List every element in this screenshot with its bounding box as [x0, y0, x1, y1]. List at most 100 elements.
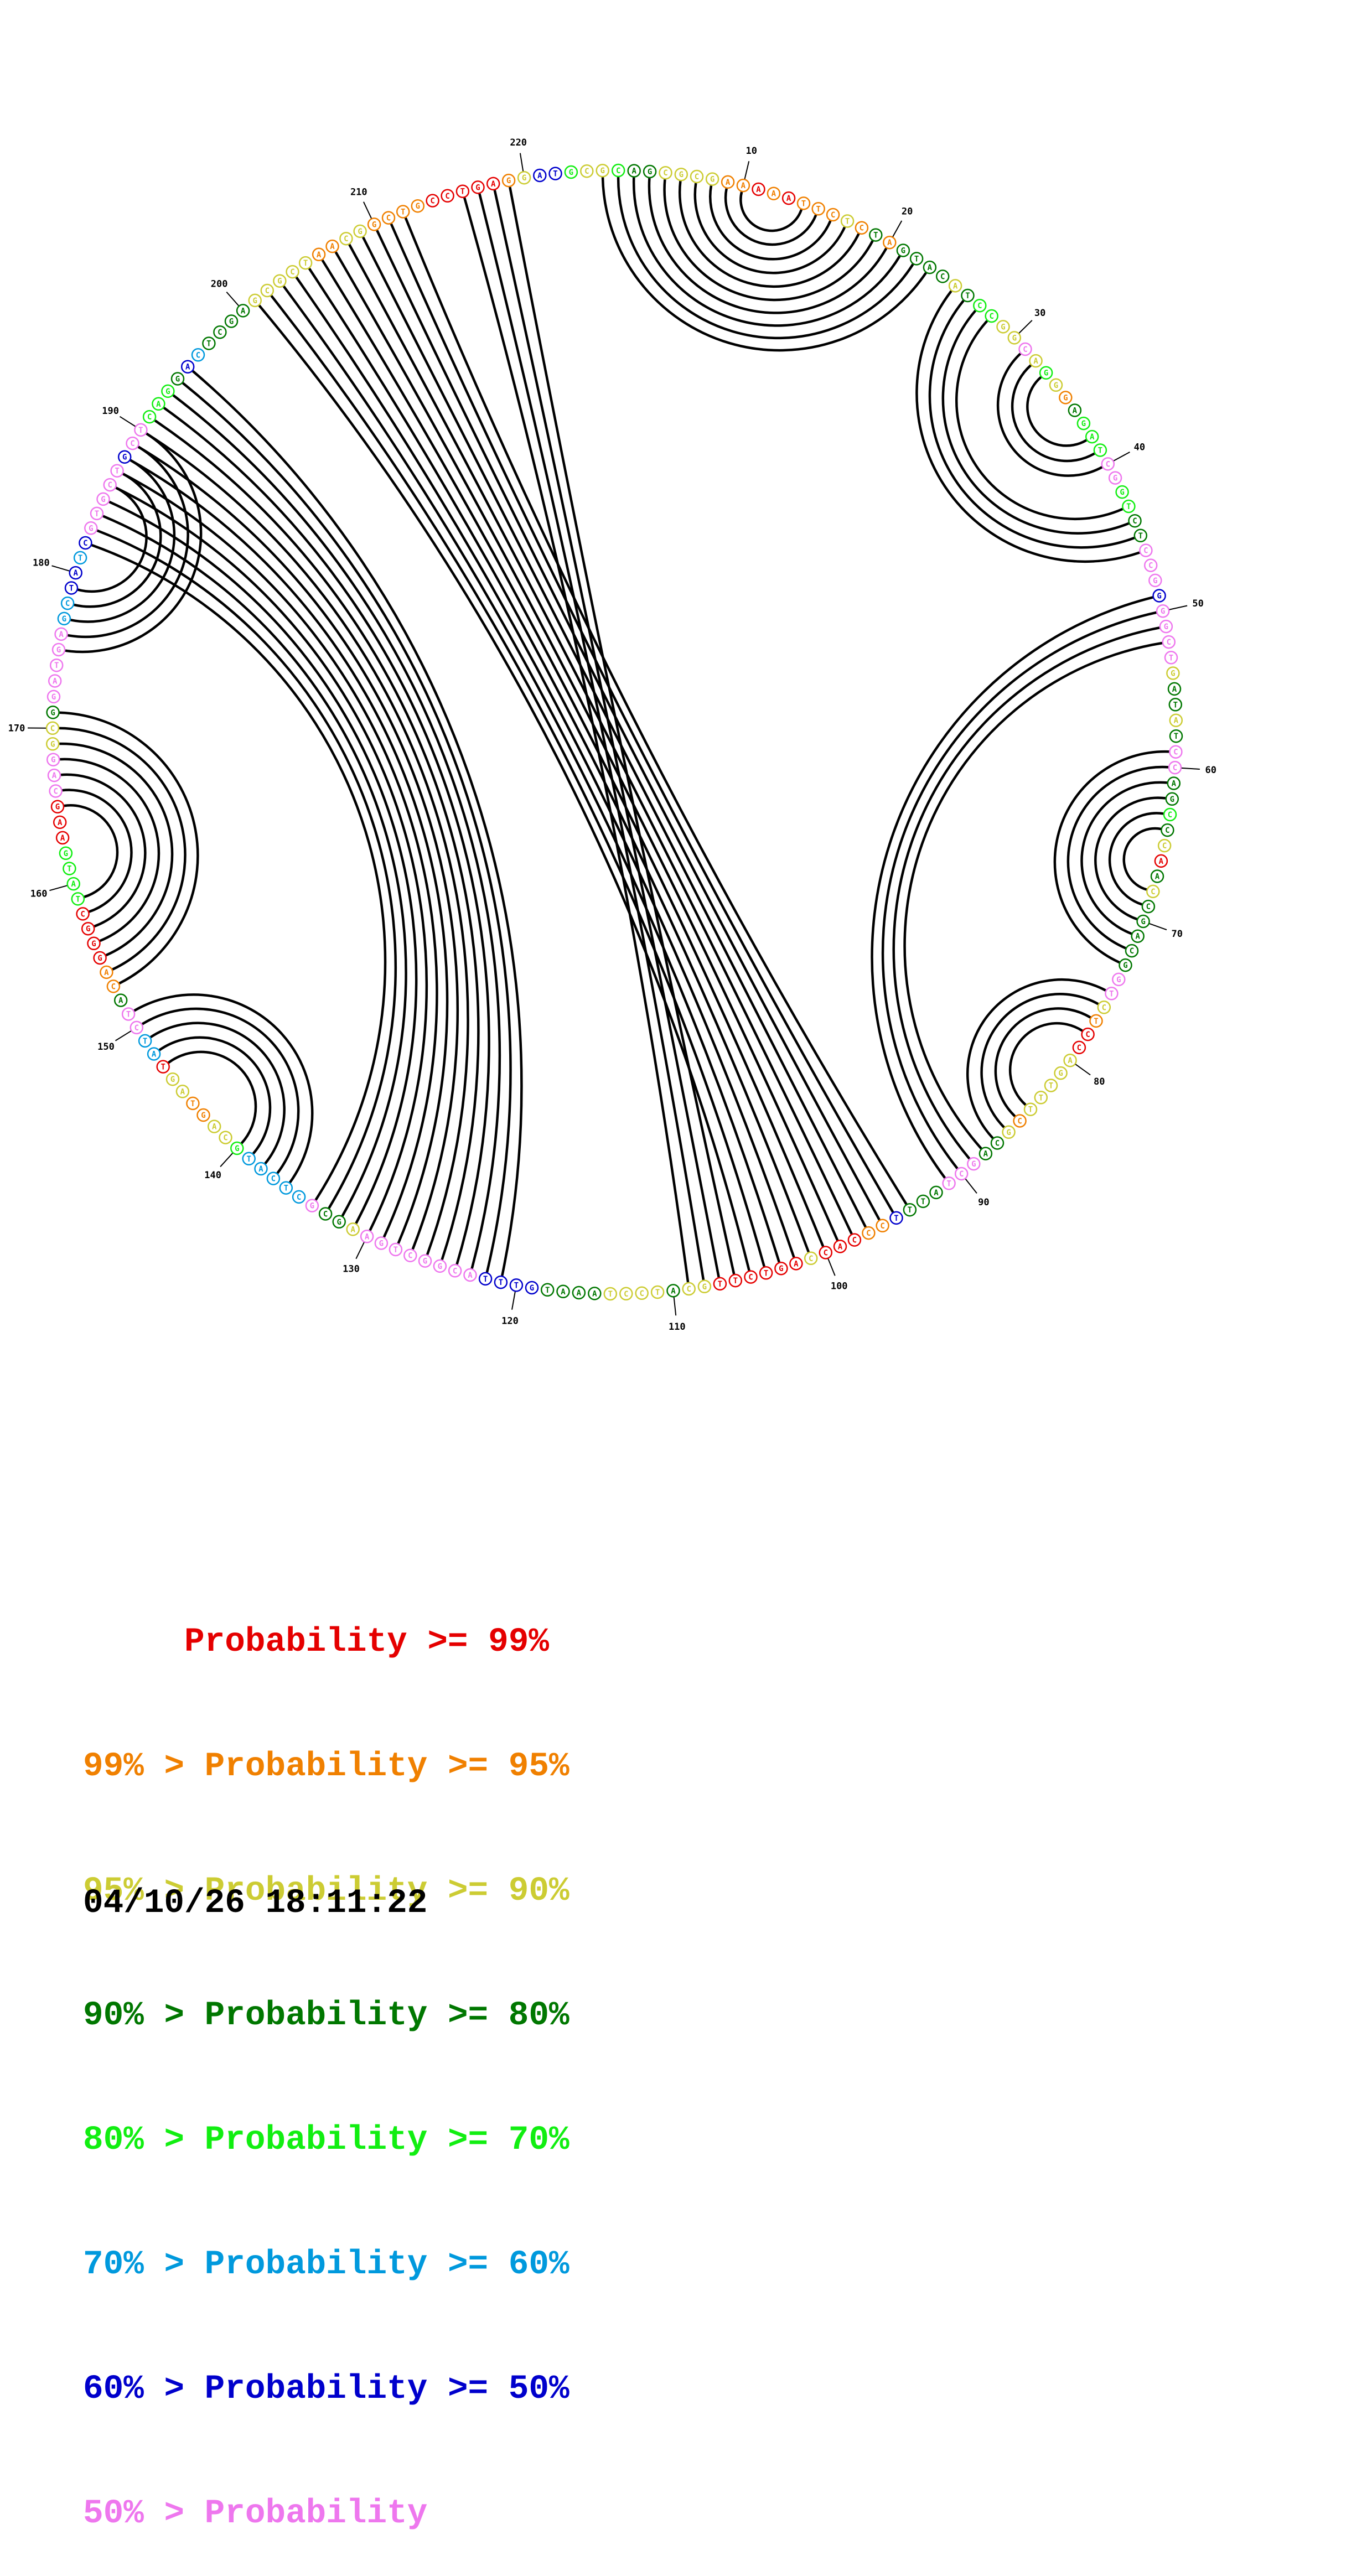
nucleotide-letter: C [1077, 1044, 1081, 1053]
nucleotide-letter: T [1169, 654, 1173, 662]
nucleotide: A [930, 1186, 943, 1199]
nucleotide-letter: T [1109, 989, 1114, 998]
nucleotide: C [636, 1287, 648, 1299]
nucleotide-letter: C [1151, 888, 1155, 896]
position-label: 210 [350, 187, 367, 198]
nucleotide-letter: C [107, 481, 112, 490]
nucleotide: G [333, 1216, 345, 1228]
nucleotide: C [1161, 824, 1173, 836]
nucleotide: A [313, 248, 325, 261]
nucleotide: G [85, 522, 97, 534]
nucleotide-letter: A [365, 1232, 370, 1241]
nucleotide: G [47, 754, 59, 766]
nucleotide-letter: G [1161, 607, 1165, 616]
nucleotide: G [1008, 331, 1021, 344]
legend-prefix: 70% [83, 2246, 144, 2284]
nucleotide-letter: G [1058, 1069, 1063, 1078]
nucleotide: G [1166, 793, 1178, 805]
nucleotide: G [675, 168, 687, 180]
position-tick [116, 1031, 131, 1040]
nucleotide-letter: C [1017, 1117, 1022, 1126]
nucleotide-letter: A [350, 1225, 355, 1234]
nucleotide-letter: T [545, 1286, 550, 1295]
nucleotide: G [58, 613, 70, 625]
nucleotide: T [714, 1278, 726, 1290]
nucleotide-letter: C [1132, 517, 1137, 526]
nucleotide-letter: G [1063, 393, 1068, 402]
nucleotide: G [1059, 391, 1071, 403]
nucleotide-letter: T [126, 1010, 131, 1019]
nucleotide: T [1122, 500, 1135, 512]
nucleotide-letter: G [336, 1218, 341, 1227]
nucleotide-letter: G [229, 318, 234, 326]
nucleotide-letter: A [185, 363, 190, 372]
nucleotide-letter: T [499, 1278, 503, 1287]
nucleotide-letter: A [60, 834, 65, 843]
nucleotide: C [79, 537, 91, 549]
nucleotide-letter: A [156, 400, 161, 409]
legend-prefix: 90% [83, 1997, 144, 2035]
nucleotide: A [152, 398, 164, 410]
nucleotide-letter: C [430, 197, 434, 206]
nucleotide: T [1024, 1103, 1037, 1116]
nucleotide: A [1132, 930, 1144, 942]
nucleotide: A [148, 1048, 160, 1060]
nucleotide-letter: T [764, 1269, 768, 1278]
nucleotide-letter: T [801, 199, 806, 208]
nucleotide-letter: A [1174, 717, 1179, 725]
nucleotide-letter: C [386, 214, 391, 223]
nucleotide: C [404, 1250, 416, 1262]
nucleotide: A [115, 994, 127, 1007]
nucleotide-letter: A [118, 997, 123, 1005]
nucleotide-letter: C [65, 599, 70, 608]
base-pair-arc [63, 790, 132, 912]
nucleotide-letter: C [323, 1210, 328, 1219]
nucleotide-letter: T [54, 661, 59, 670]
nucleotide: C [1019, 343, 1032, 355]
nucleotide-letter: G [170, 1075, 175, 1084]
base-pair-arc [363, 237, 866, 1227]
nucleotide: T [812, 203, 825, 215]
nucleotide: G [1149, 574, 1161, 587]
nucleotide-letter: G [122, 453, 127, 462]
legend-word: Probability [205, 1997, 428, 2035]
position-tick [1114, 452, 1130, 461]
nucleotide: C [820, 1247, 832, 1259]
nucleotide-letter: C [134, 1024, 139, 1033]
nucleotide-letter: A [592, 1289, 597, 1298]
nucleotide-letter: A [73, 569, 78, 578]
nucleotide-letter: A [741, 182, 746, 190]
nucleotide-letter: G [51, 693, 56, 702]
nucleotide: C [107, 980, 120, 992]
nucleotide-letter: G [64, 849, 68, 858]
nucleotide: A [790, 1257, 802, 1269]
nucleotide: G [306, 1200, 318, 1212]
nucleotide: G [644, 165, 656, 178]
position-tick [1075, 1064, 1090, 1075]
nucleotide: A [980, 1148, 992, 1160]
nucleotide: G [46, 738, 59, 750]
nucleotide: G [225, 315, 237, 328]
position-label: 50 [1192, 598, 1203, 609]
nucleotide-letter: T [1094, 1017, 1098, 1026]
nucleotide: T [1035, 1091, 1047, 1103]
nucleotide: T [397, 206, 409, 218]
position-label: 100 [831, 1281, 848, 1292]
position-tick [1150, 924, 1167, 930]
nucleotide-letter: G [50, 740, 55, 749]
nucleotide-letter: C [1162, 842, 1167, 851]
nucleotide: C [991, 1137, 1003, 1149]
nucleotide: C [104, 479, 116, 491]
nucleotide: T [604, 1288, 617, 1300]
nucleotide: A [237, 304, 249, 317]
nucleotide-letter: C [1148, 562, 1153, 571]
nucleotide-letter: G [372, 220, 376, 229]
nucleotide: T [1094, 444, 1106, 457]
nucleotide: G [97, 493, 110, 505]
nucleotide-letter: G [56, 646, 61, 655]
nucleotide-letter: T [1098, 447, 1102, 455]
nucleotide-letter: A [59, 630, 64, 639]
nucleotide: T [111, 465, 123, 477]
nucleotide-letter: T [1138, 532, 1143, 541]
nucleotide-letter: G [50, 708, 55, 717]
